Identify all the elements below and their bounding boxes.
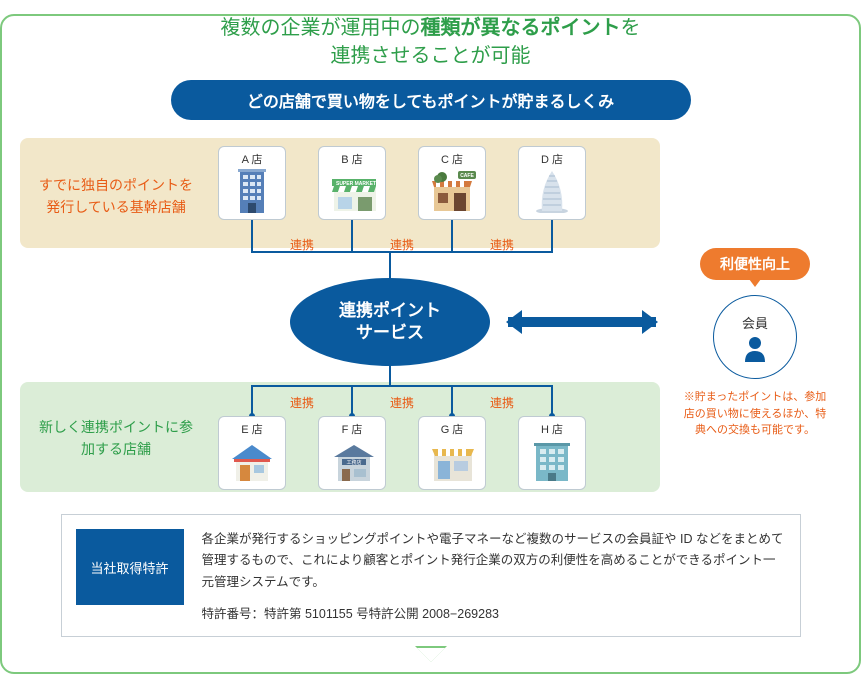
oval-line1: 連携ポイント — [339, 300, 441, 322]
label-existing-stores: すでに独自のポイントを発行している基幹店舗 — [36, 174, 196, 219]
tower-icon — [528, 169, 576, 213]
store-e: E 店 — [218, 416, 286, 490]
member-circle: 会員 — [713, 295, 797, 379]
badge-tail-icon — [749, 279, 761, 293]
link-label-top-3: 連携 — [490, 236, 514, 253]
link-label-bot-1: 連携 — [290, 394, 314, 411]
cafe-icon: CAFE — [428, 169, 476, 213]
person-icon — [741, 334, 769, 362]
link-label-top-2: 連携 — [390, 236, 414, 253]
store-c-label: C 店 — [421, 151, 483, 167]
link-label-bot-2: 連携 — [390, 394, 414, 411]
house-shop-icon — [228, 439, 276, 483]
store-c: C 店 CAFE — [418, 146, 486, 220]
member-block: 利便性向上 会員 ※貯まったポイントは、参加店の買い物に使えるほか、特典への交換… — [680, 248, 830, 439]
store-f-label: F 店 — [321, 421, 383, 437]
office-icon — [528, 439, 576, 483]
member-label: 会員 — [742, 313, 768, 332]
bidirectional-arrow — [494, 310, 670, 334]
workshop-icon: 工務店 — [328, 439, 376, 483]
stores-row-top: A 店 B 店 SUPER MARKET C 店 CAFE D 店 — [218, 146, 586, 220]
label-new-stores: 新しく連携ポイントに参加する店舗 — [36, 416, 196, 461]
convenience-badge: 利便性向上 — [700, 248, 810, 280]
patent-box: 当社取得特許 各企業が発行するショッピングポイントや電子マネーなど複数のサービス… — [61, 514, 801, 637]
diagram-area: すでに独自のポイントを発行している基幹店舗 新しく連携ポイントに参加する店舗 A… — [20, 138, 840, 498]
member-note: ※貯まったポイントは、参加店の買い物に使えるほか、特典への交換も可能です。 — [680, 389, 830, 439]
svg-text:工務店: 工務店 — [346, 459, 361, 466]
store-b-label: B 店 — [321, 151, 383, 167]
store-d-label: D 店 — [521, 151, 583, 167]
patent-number: 特許番号：特許第 5101155 号特許公開 2008−269283 — [202, 603, 784, 622]
link-label-top-1: 連携 — [290, 236, 314, 253]
convenience-store-icon — [428, 439, 476, 483]
store-e-label: E 店 — [221, 421, 283, 437]
store-g-label: G 店 — [421, 421, 483, 437]
stores-row-bottom: E 店 F 店 工務店 G 店 H 店 — [218, 416, 586, 490]
link-label-bot-3: 連携 — [490, 394, 514, 411]
store-d: D 店 — [518, 146, 586, 220]
office-building-icon — [228, 169, 276, 213]
store-a-label: A 店 — [221, 151, 283, 167]
store-a: A 店 — [218, 146, 286, 220]
svg-text:CAFE: CAFE — [460, 173, 474, 179]
center-service-oval: 連携ポイント サービス — [290, 278, 490, 366]
store-h-label: H 店 — [521, 421, 583, 437]
supermarket-icon: SUPER MARKET — [328, 169, 376, 213]
store-b: B 店 SUPER MARKET — [318, 146, 386, 220]
store-f: F 店 工務店 — [318, 416, 386, 490]
oval-line2: サービス — [356, 322, 424, 344]
bottom-notch — [417, 648, 445, 676]
store-h: H 店 — [518, 416, 586, 490]
patent-description: 各企業が発行するショッピングポイントや電子マネーなど複数のサービスの会員証や I… — [202, 529, 784, 593]
store-g: G 店 — [418, 416, 486, 490]
patent-tag: 当社取得特許 — [76, 529, 184, 605]
